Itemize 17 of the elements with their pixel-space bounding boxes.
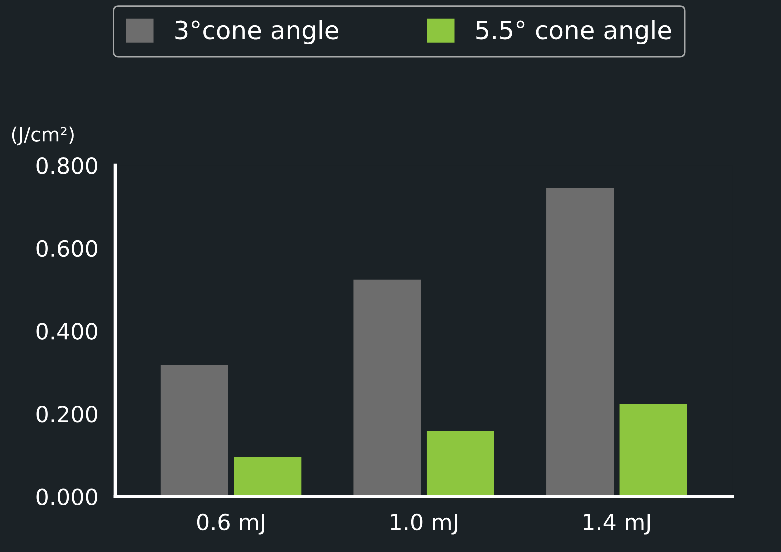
bar: [620, 404, 688, 497]
y-axis-title: (J/cm²): [12, 126, 74, 146]
bar: [234, 457, 302, 497]
legend-label: 3°cone angle: [176, 20, 338, 45]
legend-label: 5.5° cone angle: [476, 20, 672, 45]
y-tick-label: 0.400: [36, 323, 98, 340]
y-tick-label: 0.000: [36, 488, 98, 506]
y-tick-label: 0.600: [36, 240, 98, 258]
y-tick-label: 0.800: [36, 158, 98, 174]
bar: [354, 280, 422, 497]
bar: [160, 365, 228, 497]
bar: [426, 430, 494, 497]
y-tick-label: 0.200: [36, 406, 98, 423]
x-tick-label: 0.6 mJ: [197, 514, 264, 535]
x-tick-label: 1.0 mJ: [391, 514, 458, 535]
bar: [546, 188, 614, 497]
x-tick-label: 1.4 mJ: [584, 514, 650, 535]
